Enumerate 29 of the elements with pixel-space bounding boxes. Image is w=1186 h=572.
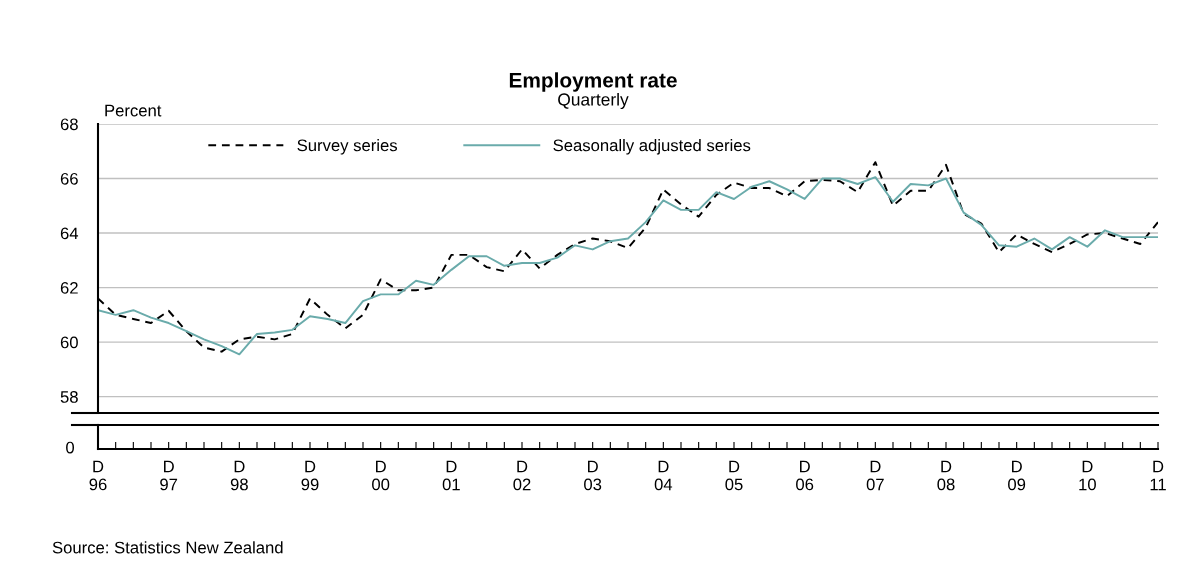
x-tick-label: D 04 xyxy=(654,460,673,491)
x-tick-label: D 96 xyxy=(89,460,107,491)
x-tick-label: D 07 xyxy=(866,460,884,491)
y-tick-label: 66 xyxy=(60,172,78,185)
legend-label: Seasonally adjusted series xyxy=(553,139,751,155)
source-note: Source: Statistics New Zealand xyxy=(52,541,283,554)
y-tick-label: 64 xyxy=(60,227,79,240)
x-tick-label: D 01 xyxy=(442,460,460,491)
y-tick-label: 62 xyxy=(60,281,78,294)
chart-subtitle: Quarterly xyxy=(558,92,629,110)
text: 0 xyxy=(66,441,75,454)
y-tick-label: 60 xyxy=(60,336,78,349)
legend-label: Survey series xyxy=(297,139,398,155)
x-tick-label: D 97 xyxy=(160,460,178,491)
x-tick-label: D 98 xyxy=(230,460,248,491)
x-tick-label: D 09 xyxy=(1008,460,1026,491)
x-tick-label: D 02 xyxy=(513,460,531,491)
x-tick-label: D 03 xyxy=(584,460,602,491)
x-tick-label: D 99 xyxy=(301,460,319,491)
chart-title: Employment rate xyxy=(509,72,677,92)
x-tick-label: D 10 xyxy=(1079,460,1096,491)
x-tick-label: D 08 xyxy=(937,460,955,491)
x-tick-label: D 11 xyxy=(1150,460,1166,491)
y-tick-label: 68 xyxy=(60,118,78,131)
y-axis-title: Percent xyxy=(105,104,162,117)
x-tick-label: D 05 xyxy=(725,460,743,491)
x-tick-label: D 00 xyxy=(372,460,390,491)
x-tick-label: D 06 xyxy=(796,460,814,491)
y-tick-label: 58 xyxy=(60,391,78,403)
